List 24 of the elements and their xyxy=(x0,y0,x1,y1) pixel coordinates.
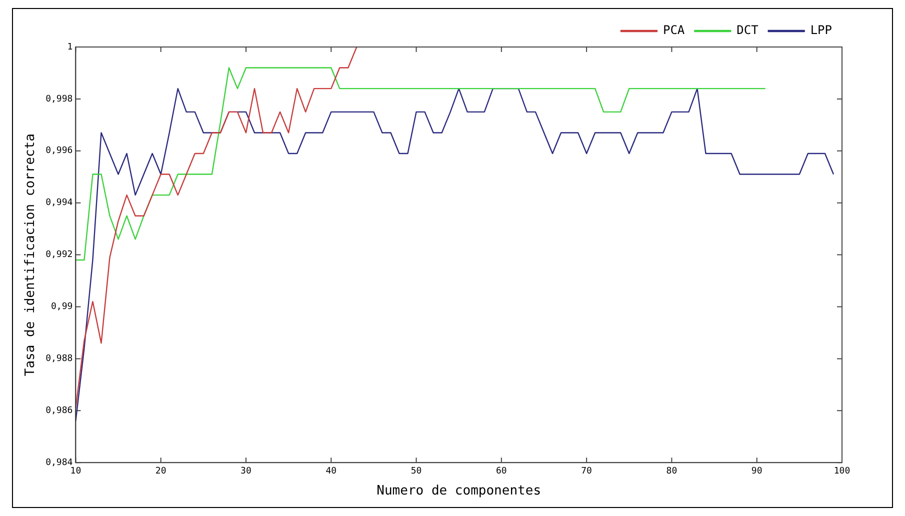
legend-label: PCA xyxy=(662,23,686,38)
x-tick-label: 20 xyxy=(155,466,166,476)
x-tick-label: 100 xyxy=(834,466,850,476)
y-axis-title: Tasa de identificacion correcta xyxy=(23,133,38,376)
legend-label: DCT xyxy=(736,23,758,38)
y-tick-label: 0,984 xyxy=(46,458,73,468)
y-tick-label: 0,994 xyxy=(46,198,73,208)
x-tick-label: 60 xyxy=(496,466,507,476)
x-tick-label: 50 xyxy=(410,466,422,476)
y-tick-label: 0,986 xyxy=(46,406,73,416)
x-tick-label: 80 xyxy=(666,466,678,476)
x-tick-label: 90 xyxy=(751,466,762,476)
y-tick-label: 0,992 xyxy=(46,250,73,260)
x-tick-label: 10 xyxy=(70,466,82,476)
y-tick-label: 0,99 xyxy=(51,302,73,312)
y-tick-label: 0,988 xyxy=(46,354,73,364)
x-tick-label: 40 xyxy=(326,466,337,476)
x-tick-label: 30 xyxy=(240,466,252,476)
x-axis-title: Numero de componentes xyxy=(376,484,542,499)
y-tick-label: 0,996 xyxy=(46,146,73,156)
legend-label: LPP xyxy=(810,23,832,38)
y-tick-label: 0,998 xyxy=(46,94,73,104)
y-tick-label: 1 xyxy=(67,42,73,52)
x-tick-label: 70 xyxy=(581,466,592,476)
